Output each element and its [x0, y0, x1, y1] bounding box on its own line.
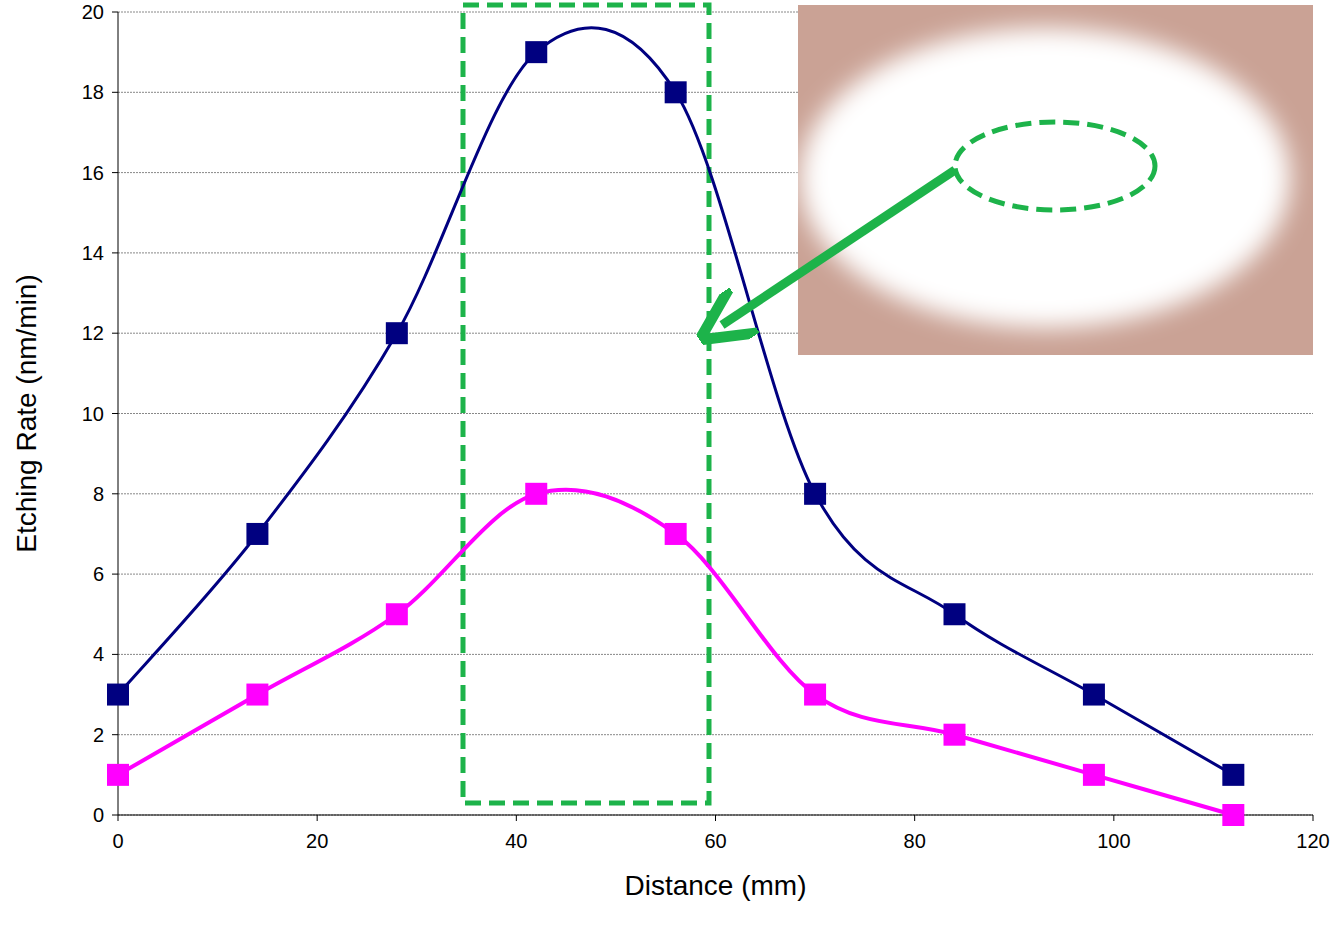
y-tick-label: 8	[93, 483, 104, 505]
marker	[804, 684, 826, 706]
marker	[107, 684, 129, 706]
y-tick-label: 12	[82, 322, 104, 344]
highlight-ellipse	[955, 122, 1155, 210]
x-tick-label: 100	[1097, 830, 1130, 852]
y-tick	[112, 734, 118, 735]
marker	[386, 322, 408, 344]
x-tick	[118, 815, 119, 821]
marker	[804, 483, 826, 505]
x-tick-label: 0	[112, 830, 123, 852]
grid-line	[118, 493, 1313, 494]
y-tick	[112, 413, 118, 414]
inset-photo	[798, 5, 1313, 355]
y-tick	[112, 815, 118, 816]
x-tick-label: 60	[704, 830, 726, 852]
y-tick	[112, 333, 118, 334]
y-tick-label: 20	[82, 1, 104, 23]
marker	[107, 764, 129, 786]
marker	[1222, 764, 1244, 786]
marker	[944, 724, 966, 746]
series-line	[118, 28, 1233, 775]
highlight-rect	[463, 5, 709, 803]
x-tick-label: 80	[904, 830, 926, 852]
y-axis-title: Etching Rate (nm/min)	[11, 274, 42, 553]
x-axis-title: Distance (mm)	[624, 870, 806, 901]
grid-line	[118, 734, 1313, 735]
y-tick	[112, 252, 118, 253]
y-tick-label: 0	[93, 804, 104, 826]
y-tick-label: 18	[82, 81, 104, 103]
y-tick-label: 14	[82, 242, 104, 264]
marker	[246, 684, 268, 706]
y-tick	[112, 654, 118, 655]
photo-ground	[798, 5, 1313, 355]
y-tick-label: 6	[93, 563, 104, 585]
y-tick-label: 16	[82, 162, 104, 184]
y-tick	[112, 574, 118, 575]
marker	[665, 523, 687, 545]
plot-area	[107, 28, 1244, 826]
arrow	[722, 170, 955, 325]
series-line	[118, 490, 1233, 815]
y-tick	[112, 172, 118, 173]
x-tick-label: 20	[306, 830, 328, 852]
marker	[246, 523, 268, 545]
x-tick	[715, 815, 716, 821]
marker	[525, 41, 547, 63]
x-tick	[914, 815, 915, 821]
photo-spot	[800, 28, 1290, 328]
marker	[665, 81, 687, 103]
x-tick	[317, 815, 318, 821]
x-tick-label: 120	[1296, 830, 1329, 852]
marker	[525, 483, 547, 505]
x-tick	[1113, 815, 1114, 821]
chart: 0 2 4 6 8 10 12 14 16 18 20 0 20 40 60 80 100 120 Distance…	[0, 0, 1338, 937]
marker	[1083, 684, 1105, 706]
y-tick	[112, 12, 118, 13]
marker	[386, 603, 408, 625]
grid-line	[118, 654, 1313, 655]
y-tick	[112, 92, 118, 93]
x-tick	[1313, 815, 1314, 821]
x-tick	[516, 815, 517, 821]
y-tick	[112, 493, 118, 494]
marker	[944, 603, 966, 625]
grid-line	[118, 413, 1313, 414]
y-tick-label: 2	[93, 724, 104, 746]
marker	[1083, 764, 1105, 786]
marker	[1222, 804, 1244, 826]
x-tick-label: 40	[505, 830, 527, 852]
y-tick-label: 4	[93, 643, 104, 665]
y-tick-label: 10	[82, 403, 104, 425]
